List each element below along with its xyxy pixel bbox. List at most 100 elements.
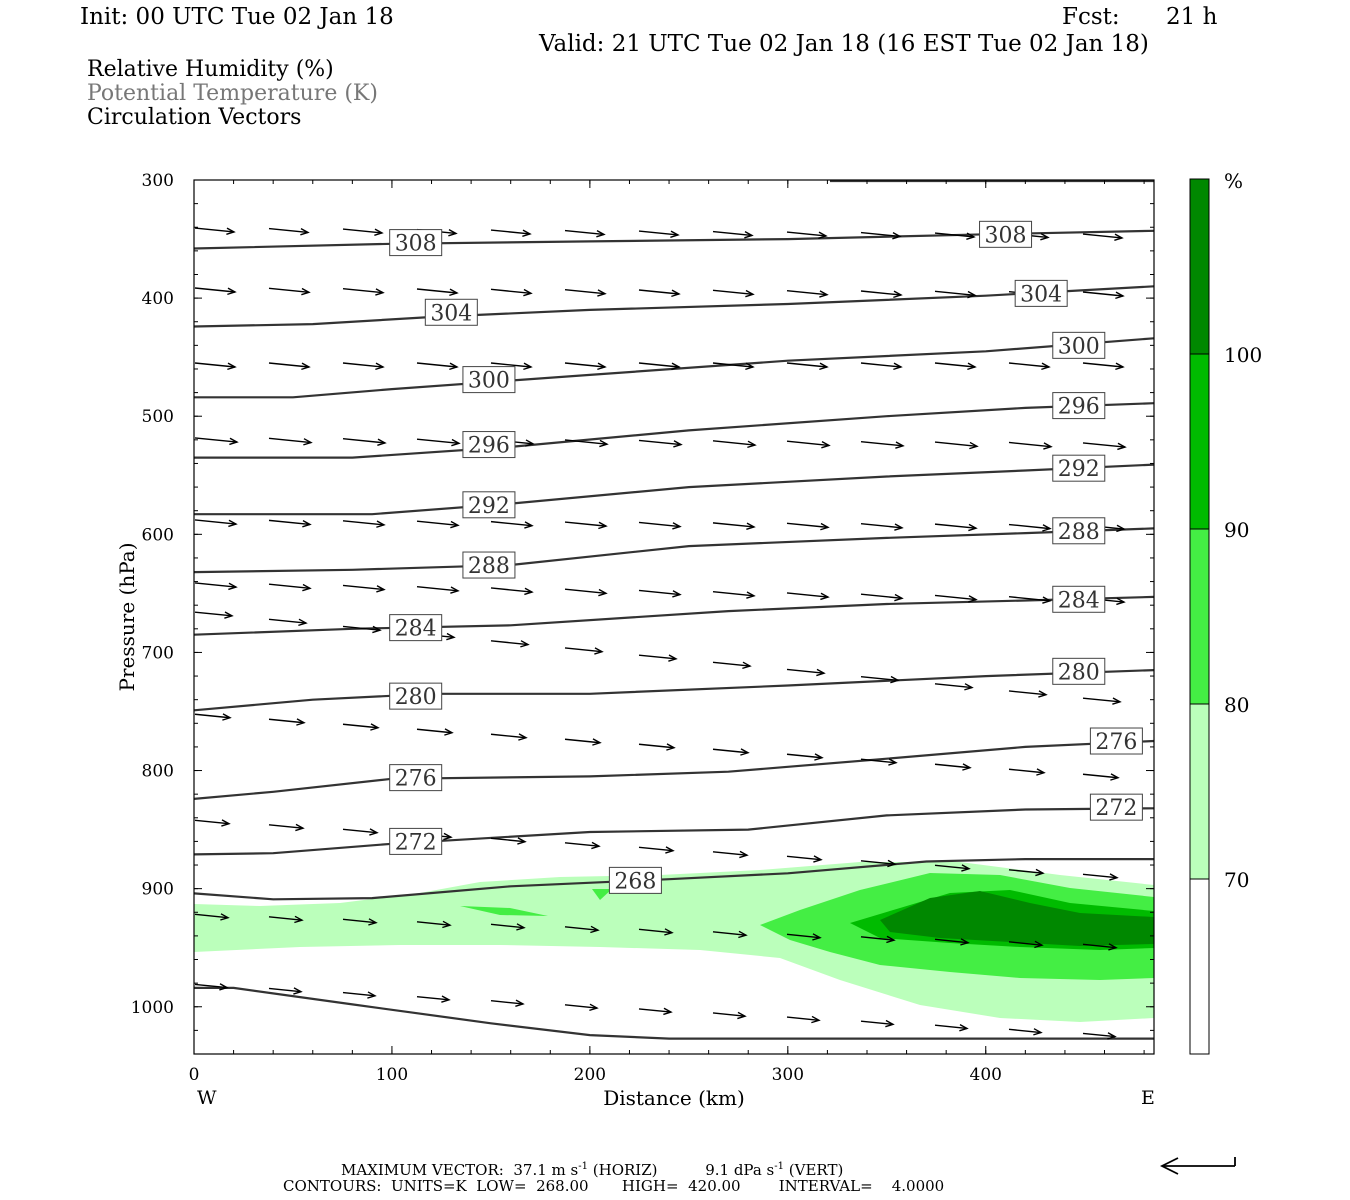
wind-vector xyxy=(712,931,747,936)
wind-vector-head xyxy=(590,925,600,934)
wind-vector xyxy=(934,938,969,944)
y-axis-title: Pressure (hPa) xyxy=(115,543,139,692)
wind-vector xyxy=(1082,233,1123,239)
wind-vector xyxy=(638,521,681,528)
wind-vector xyxy=(712,851,748,856)
wind-vector xyxy=(1008,941,1043,946)
wind-vector-head xyxy=(221,819,231,827)
wind-vector xyxy=(416,586,459,592)
y-tick-label: 300 xyxy=(142,171,174,191)
wind-vector xyxy=(638,439,682,446)
wind-vector xyxy=(416,995,450,1001)
wind-vector xyxy=(638,928,673,934)
wind-vector-head xyxy=(369,828,379,836)
wind-vector-head xyxy=(227,287,237,296)
wind-vector xyxy=(1082,943,1117,949)
wind-vector-head xyxy=(966,232,976,240)
init-time: Init: 00 UTC Tue 02 Jan 18 xyxy=(80,4,394,30)
wind-vector-head xyxy=(451,438,461,447)
wind-vector-head xyxy=(295,823,305,832)
contour-label-box-268 xyxy=(608,866,662,894)
forecast-label: Fcst: xyxy=(1062,4,1120,30)
wind-vector-head xyxy=(594,647,604,655)
contour-label-280: 280 xyxy=(1058,660,1100,685)
contour-272 xyxy=(194,807,1154,856)
wind-vector-head xyxy=(444,728,454,736)
contour-label-284: 284 xyxy=(395,617,437,642)
wind-vector xyxy=(860,362,902,368)
wind-vector xyxy=(934,362,976,368)
field-circulation-vectors: Circulation Vectors xyxy=(87,105,302,130)
contour-label-268: 268 xyxy=(614,869,656,894)
vert-exponent: -1 xyxy=(774,1161,785,1172)
wind-vector-head xyxy=(746,522,756,531)
wind-vector-head xyxy=(816,668,826,677)
wind-vector xyxy=(564,588,607,594)
y-tick-label: 800 xyxy=(142,762,174,782)
wind-vector-head xyxy=(893,362,903,371)
rh-80-region-2 xyxy=(460,906,548,916)
wind-vector-head xyxy=(738,930,748,939)
y-tick-label: 1000 xyxy=(131,998,174,1018)
wind-vector-head xyxy=(739,850,749,859)
wind-vector xyxy=(1008,362,1050,368)
contour-label-box-308 xyxy=(979,220,1033,248)
contour-label-300: 300 xyxy=(468,369,510,394)
wind-vector-head xyxy=(959,1023,969,1032)
wind-vector xyxy=(786,855,822,861)
wind-vector-head xyxy=(819,362,829,371)
wind-vector-head xyxy=(1114,233,1124,241)
wind-vector xyxy=(1008,869,1044,874)
wind-vector xyxy=(934,232,975,238)
contour-label-box-272 xyxy=(1089,793,1143,821)
wind-vector xyxy=(268,718,305,724)
wind-vector-head xyxy=(740,748,750,756)
wind-vector xyxy=(1008,1028,1042,1034)
colorbar-segment xyxy=(1190,704,1209,879)
contour-label-276: 276 xyxy=(1095,730,1137,755)
x-tick-label: 200 xyxy=(574,1065,606,1085)
contour-label-box-272 xyxy=(389,827,443,855)
wind-vector xyxy=(860,231,901,238)
wind-vector xyxy=(638,743,675,749)
wind-vector-head xyxy=(442,920,452,929)
contour-label-box-300 xyxy=(1052,331,1106,359)
wind-vector-head xyxy=(228,582,238,591)
wind-vector xyxy=(860,440,904,447)
wind-vector xyxy=(268,437,312,444)
contour-label-308: 308 xyxy=(395,232,437,257)
wind-vector-head xyxy=(820,522,830,531)
wind-vector xyxy=(194,983,228,989)
wind-vector xyxy=(194,437,238,443)
wind-vector xyxy=(860,860,896,865)
wind-vector-head xyxy=(968,523,978,532)
contour-label-276: 276 xyxy=(395,767,437,792)
wind-vector-head xyxy=(441,995,451,1003)
wind-vector-head xyxy=(671,362,681,371)
wind-vector xyxy=(1008,768,1045,774)
wind-vector xyxy=(268,618,307,624)
wind-vector-head xyxy=(598,521,608,530)
wind-vector-head xyxy=(229,437,239,446)
wind-vector xyxy=(194,362,236,368)
wind-vector-head xyxy=(888,758,898,766)
wind-vector-head xyxy=(672,590,682,598)
wind-vector-head xyxy=(1115,291,1125,300)
colorbar-unit: % xyxy=(1224,169,1243,193)
wind-vector xyxy=(416,520,459,526)
colorbar-segment xyxy=(1190,529,1209,704)
wind-vector-head xyxy=(1116,597,1126,606)
wind-vector-head xyxy=(1042,596,1052,604)
contour-label-box-276 xyxy=(389,764,443,792)
wind-vector-head xyxy=(597,362,607,371)
wind-vector-head xyxy=(597,289,607,297)
contour-label-box-300 xyxy=(462,366,516,394)
wind-vector xyxy=(712,230,753,237)
wind-vector-head xyxy=(665,846,675,854)
wind-vector-head xyxy=(960,938,970,946)
wind-vector-head xyxy=(294,915,304,924)
wind-vector xyxy=(342,584,385,591)
wind-vector-head xyxy=(227,362,237,371)
wind-vector xyxy=(786,668,825,674)
contour-288 xyxy=(194,527,1154,574)
